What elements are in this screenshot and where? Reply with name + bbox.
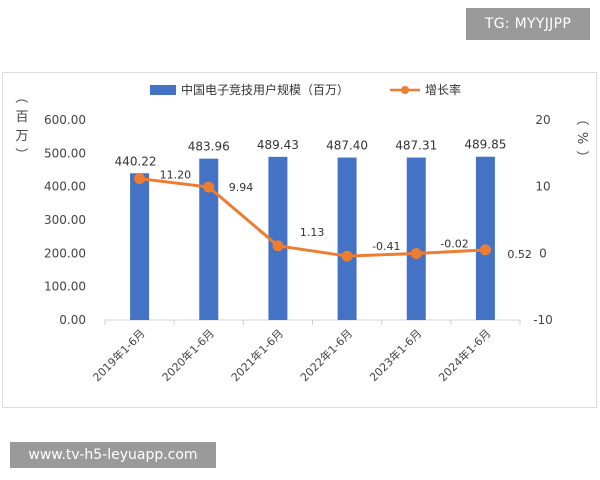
category-label: 2022年1-6月 xyxy=(297,326,355,384)
telegram-badge: TG: MYYJJPP xyxy=(466,8,590,40)
bar-value-label: 489.43 xyxy=(257,138,299,152)
bar xyxy=(130,173,150,320)
left-tick-label: 300.00 xyxy=(44,213,86,227)
right-tick-label: 10 xyxy=(535,180,550,194)
chart-frame xyxy=(2,72,597,408)
rate-value-label: 9.94 xyxy=(229,181,254,194)
category-label: 2024年1-6月 xyxy=(436,326,494,384)
growth-rate-point xyxy=(479,244,491,256)
bar-value-label: 487.31 xyxy=(395,139,437,153)
bar-series xyxy=(130,156,495,320)
right-axis-ticks: -10 0 10 20 xyxy=(533,113,553,327)
growth-rate-point xyxy=(341,250,353,262)
left-tick-label: 0.00 xyxy=(59,313,86,327)
legend: 中国电子竞技用户规模（百万） 增长率 xyxy=(150,82,461,97)
legend-bar-label: 中国电子竞技用户规模（百万） xyxy=(181,82,349,97)
right-tick-label: 20 xyxy=(535,113,550,127)
bar-data-labels: 440.22 483.96 489.43 487.40 487.31 489.85 xyxy=(115,138,507,169)
right-unit-char: % xyxy=(574,132,589,144)
rate-value-label: -0.02 xyxy=(440,237,468,250)
rate-value-label: 1.13 xyxy=(300,226,325,239)
legend-bar-swatch xyxy=(150,85,176,95)
rate-value-label: -0.41 xyxy=(372,240,400,253)
right-unit-char: ） xyxy=(574,150,589,163)
growth-rate-point xyxy=(203,181,215,193)
category-label: 2020年1-6月 xyxy=(159,326,217,384)
category-label: 2019年1-6月 xyxy=(90,326,148,384)
left-unit-char: （ xyxy=(13,90,28,103)
bar xyxy=(475,156,495,320)
bar-value-label: 489.85 xyxy=(464,138,506,152)
bar xyxy=(337,157,357,320)
left-tick-label: 400.00 xyxy=(44,180,86,194)
bar-value-label: 440.22 xyxy=(115,154,157,168)
rate-value-label: 0.52 xyxy=(507,248,531,261)
url-badge: www.tv-h5-leyuapp.com xyxy=(10,442,216,468)
left-tick-label: 200.00 xyxy=(44,246,86,260)
left-tick-label: 100.00 xyxy=(44,280,86,294)
right-unit-char: （ xyxy=(574,112,589,125)
growth-rate-point xyxy=(410,247,422,259)
left-axis-unit: （ 百万 ） xyxy=(13,90,29,160)
bar-value-label: 487.40 xyxy=(326,139,368,153)
growth-rate-point xyxy=(134,173,146,185)
rate-value-label: 11.20 xyxy=(160,169,192,182)
bar-value-label: 483.96 xyxy=(188,140,230,154)
growth-rate-line xyxy=(139,177,486,258)
category-label: 2023年1-6月 xyxy=(366,326,424,384)
growth-rate-point xyxy=(272,240,284,252)
left-tick-label: 500.00 xyxy=(44,146,86,160)
right-tick-label: 0 xyxy=(539,246,547,260)
bar xyxy=(199,158,219,320)
category-labels: 2019年1-6月 2020年1-6月 2021年1-6月 2022年1-6月 2023… xyxy=(90,326,494,384)
left-unit-char: 万 xyxy=(15,129,28,144)
right-tick-label: -10 xyxy=(533,313,553,327)
left-unit-char: 百 xyxy=(15,110,28,125)
bar xyxy=(406,157,426,320)
legend-line-label: 增长率 xyxy=(425,82,461,97)
bar xyxy=(268,156,288,320)
rate-data-labels: 11.20 9.94 1.13 -0.41 -0.02 0.52 xyxy=(160,169,532,261)
left-axis-ticks: 0.00 100.00 200.00 300.00 400.00 500.00 600.00 xyxy=(44,113,86,327)
x-axis-tick-marks xyxy=(104,320,521,325)
left-tick-label: 600.00 xyxy=(44,113,86,127)
legend-line-marker xyxy=(401,86,409,94)
category-label: 2021年1-6月 xyxy=(228,326,286,384)
growth-rate-series xyxy=(134,173,491,262)
left-unit-char: ） xyxy=(13,147,28,160)
right-axis-unit: （% ） xyxy=(574,112,589,163)
